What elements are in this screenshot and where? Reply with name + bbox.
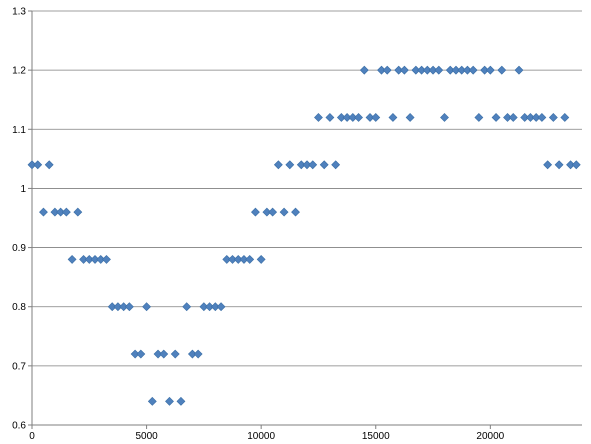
data-point (319, 160, 329, 170)
y-tick-label: 1.2 (12, 66, 26, 77)
data-point (314, 113, 323, 122)
data-point (142, 302, 152, 312)
data-point (61, 207, 71, 217)
data-point (291, 207, 300, 217)
data-point (193, 349, 203, 359)
axes (28, 10, 582, 429)
data-point (170, 349, 180, 359)
gridlines (32, 10, 582, 367)
data-point (554, 160, 564, 170)
data-point (256, 254, 266, 264)
data-point (388, 113, 398, 122)
data-point (216, 302, 226, 312)
data-point (331, 160, 341, 170)
x-tick-label: 20000 (476, 431, 504, 442)
data-point (251, 207, 260, 217)
data-point (440, 113, 449, 122)
y-tick-label: 1.1 (12, 125, 26, 136)
data-point (485, 65, 495, 75)
data-point (371, 113, 381, 122)
data-point (508, 113, 518, 122)
data-point (514, 65, 524, 75)
x-tick-label: 0 (29, 431, 35, 442)
data-point (399, 65, 409, 75)
data-point (548, 113, 558, 122)
data-points (27, 65, 581, 406)
y-tick-label: 1 (20, 184, 26, 195)
data-point (147, 396, 157, 406)
data-point (273, 160, 283, 170)
data-point (245, 254, 255, 264)
x-tick-labels: 0 5000 10000 15000 20000 (29, 431, 504, 442)
data-point (382, 65, 392, 75)
data-point (405, 113, 415, 122)
data-point (165, 396, 174, 406)
x-tick-label: 10000 (247, 431, 275, 442)
data-point (474, 113, 484, 122)
y-tick-labels: 0.6 0.7 0.8 0.9 1 1.1 1.2 1.3 (12, 7, 26, 432)
data-point (325, 113, 335, 122)
data-point (39, 207, 48, 217)
data-point (159, 349, 169, 359)
data-point (268, 207, 278, 217)
data-point (124, 302, 134, 312)
y-tick-label: 0.6 (12, 421, 26, 432)
y-tick-label: 0.9 (12, 243, 26, 254)
data-point (537, 113, 547, 122)
x-tick-label: 15000 (362, 431, 390, 442)
data-point (571, 160, 581, 170)
data-point (308, 160, 318, 170)
data-point (491, 113, 501, 122)
data-point (44, 160, 54, 170)
data-point (285, 160, 295, 170)
data-point (182, 302, 192, 312)
data-point (136, 349, 146, 359)
data-point (176, 396, 186, 406)
data-point (359, 65, 369, 75)
data-point (33, 160, 43, 170)
y-tick-label: 0.8 (12, 302, 26, 313)
data-point (67, 254, 77, 264)
data-point (543, 160, 553, 170)
y-tick-label: 1.3 (12, 7, 26, 18)
data-point (468, 65, 478, 75)
data-point (560, 113, 570, 122)
y-tick-label: 0.7 (12, 361, 26, 372)
data-point (497, 65, 507, 75)
data-point (434, 65, 444, 75)
data-point (354, 113, 363, 122)
x-tick-label: 5000 (135, 431, 158, 442)
data-point (73, 207, 83, 217)
data-point (102, 254, 111, 264)
data-point (279, 207, 289, 217)
